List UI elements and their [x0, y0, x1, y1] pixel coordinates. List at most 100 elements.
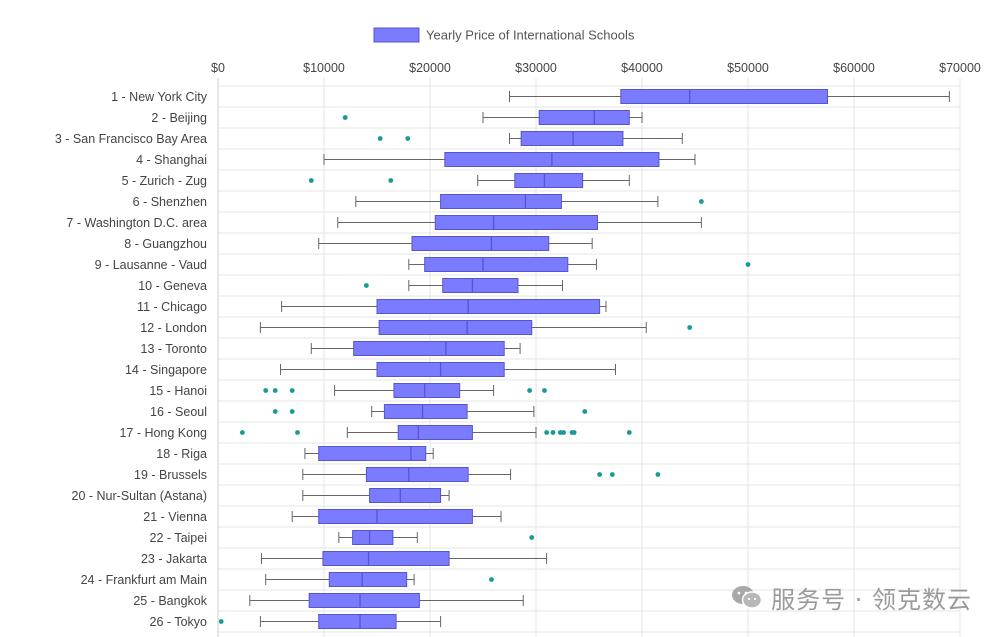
box-iqr[interactable] [620, 89, 828, 104]
box-item[interactable] [291, 509, 502, 524]
box-item[interactable] [304, 446, 434, 461]
box-item[interactable] [408, 257, 751, 272]
box-iqr[interactable] [318, 614, 397, 629]
outlier-point[interactable] [263, 388, 269, 393]
box-iqr[interactable] [514, 173, 584, 188]
legend-label[interactable]: Yearly Price of International Schools [426, 28, 635, 43]
box-item[interactable] [377, 131, 683, 146]
box-item[interactable] [239, 425, 632, 440]
box-iqr[interactable] [440, 194, 562, 209]
category-label: 16 - Seoul [150, 405, 207, 419]
x-tick-label: $20000 [409, 61, 451, 75]
outlier-point[interactable] [655, 472, 661, 477]
outlier-point[interactable] [364, 283, 369, 288]
box-iqr[interactable] [383, 404, 468, 419]
outlier-point[interactable] [308, 178, 314, 183]
box-item[interactable] [342, 110, 643, 125]
box-item[interactable] [337, 215, 702, 230]
x-tick-label: $10000 [303, 61, 345, 75]
box-item[interactable] [263, 383, 547, 398]
box-iqr[interactable] [328, 572, 408, 587]
box-item[interactable] [323, 152, 696, 167]
category-label: 21 - Vienna [143, 510, 207, 524]
box-item[interactable] [265, 572, 494, 587]
category-label: 11 - Chicago [137, 300, 207, 314]
box-item[interactable] [338, 530, 535, 545]
outlier-point[interactable] [388, 178, 394, 183]
outlier-point[interactable] [626, 430, 632, 435]
box-iqr[interactable] [308, 593, 420, 608]
box-item[interactable] [302, 488, 450, 503]
outlier-point[interactable] [529, 535, 535, 540]
category-label: 14 - Singapore [125, 363, 207, 377]
legend-swatch[interactable] [373, 27, 420, 43]
outlier-point[interactable] [272, 409, 278, 414]
outlier-point[interactable] [489, 577, 494, 582]
outlier-point[interactable] [289, 409, 295, 414]
box-item[interactable] [355, 194, 704, 209]
box-iqr[interactable] [376, 299, 601, 314]
box-iqr[interactable] [353, 341, 505, 356]
outlier-point[interactable] [698, 199, 704, 204]
outlier-point[interactable] [405, 136, 411, 141]
box-item[interactable] [259, 320, 693, 335]
box-item[interactable] [308, 173, 630, 188]
category-label: 19 - Brussels [134, 468, 207, 482]
x-tick-label: $70000 [939, 61, 981, 75]
x-axis: $0 $10000 $20000 $30000 $40000 $50000 $60000 $7… [211, 61, 981, 75]
outlier-point[interactable] [377, 136, 383, 141]
box-item[interactable] [280, 362, 616, 377]
outlier-point[interactable] [609, 472, 615, 477]
box-item[interactable] [272, 404, 588, 419]
box-item[interactable] [249, 593, 524, 608]
box-iqr[interactable] [393, 383, 461, 398]
box-iqr[interactable] [538, 110, 630, 125]
outlier-point[interactable] [745, 262, 751, 267]
outlier-point[interactable] [289, 388, 295, 393]
box-iqr[interactable] [318, 509, 473, 524]
outlier-point[interactable] [295, 430, 300, 435]
watermark-text: 服务号 · 领克数云 [771, 586, 972, 614]
outlier-point[interactable] [687, 325, 693, 330]
box-item[interactable] [260, 551, 548, 566]
box-item[interactable] [302, 467, 661, 482]
legend[interactable]: Yearly Price of International Schools [373, 27, 635, 43]
outlier-point[interactable] [542, 388, 547, 393]
box-iqr[interactable] [378, 320, 533, 335]
box-iqr[interactable] [365, 467, 469, 482]
box-item[interactable] [364, 278, 563, 293]
outlier-point[interactable] [544, 430, 549, 435]
category-label: 26 - Tokyo [150, 615, 207, 629]
outlier-point[interactable] [550, 430, 556, 435]
box-item[interactable] [310, 341, 521, 356]
category-label: 7 - Washington D.C. area [66, 216, 207, 230]
outlier-point[interactable] [218, 619, 224, 624]
outlier-point[interactable] [597, 472, 602, 477]
box-iqr[interactable] [434, 215, 598, 230]
box-item[interactable] [318, 236, 593, 251]
outlier-point[interactable] [527, 388, 533, 393]
outlier-point[interactable] [571, 430, 577, 435]
category-label: 17 - Hong Kong [119, 426, 207, 440]
outlier-point[interactable] [272, 388, 278, 393]
box-iqr[interactable] [520, 131, 624, 146]
outlier-point[interactable] [342, 115, 348, 120]
box-item[interactable] [281, 299, 607, 314]
box-iqr[interactable] [424, 257, 569, 272]
box-iqr[interactable] [397, 425, 473, 440]
outlier-point[interactable] [582, 409, 588, 414]
box-iqr[interactable] [318, 446, 427, 461]
outlier-point[interactable] [561, 430, 566, 435]
box-iqr[interactable] [322, 551, 450, 566]
box-iqr[interactable] [369, 488, 442, 503]
box-iqr[interactable] [411, 236, 550, 251]
box-item[interactable] [218, 614, 442, 629]
category-label: 1 - New York City [111, 90, 208, 104]
category-label: 12 - London [140, 321, 207, 335]
y-axis: 1 - New York City 2 - Beijing 3 - San Fran… [55, 78, 219, 637]
outlier-point[interactable] [239, 430, 245, 435]
box-item[interactable] [509, 89, 950, 104]
box-iqr[interactable] [352, 530, 394, 545]
box-iqr[interactable] [442, 278, 519, 293]
